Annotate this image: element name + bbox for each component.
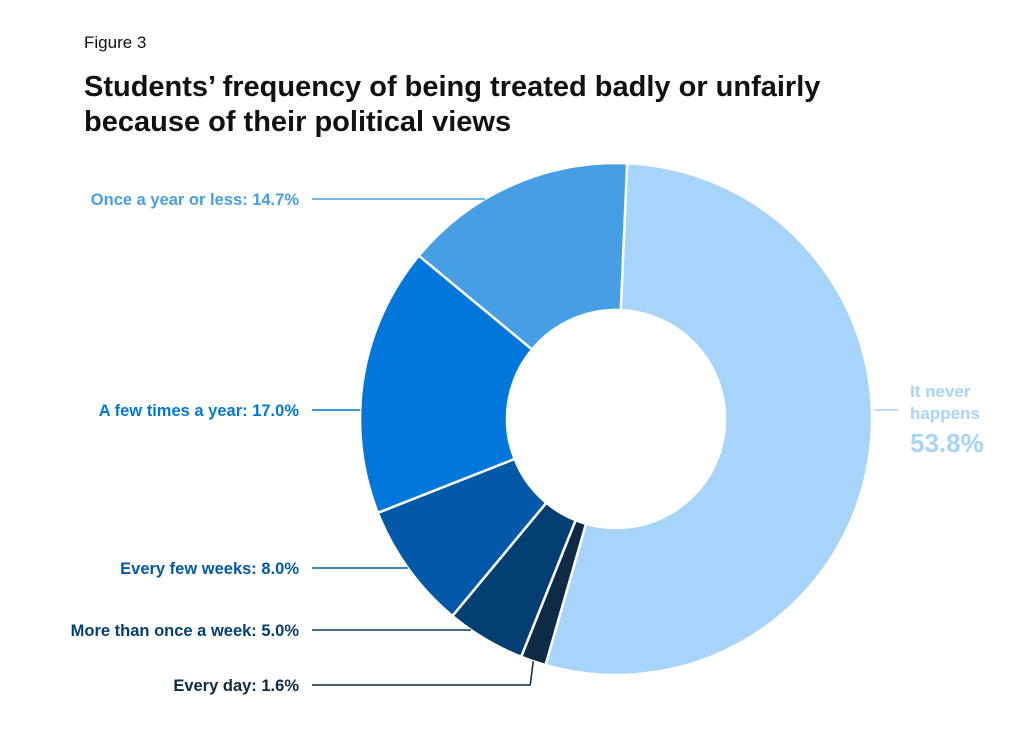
- label-a-few-times-a-year: A few times a year: 17.0%: [99, 402, 300, 420]
- leader-lines: [312, 198, 898, 686]
- label-more-than-once-a-week: More than once a week: 5.0%: [71, 622, 300, 640]
- leader-line-every-day: [312, 661, 534, 686]
- slice-once-a-year-or-less: [417, 161, 629, 352]
- label-happens: happens: [910, 404, 980, 423]
- slice-it-never-happens: [543, 161, 874, 677]
- figure-label: Figure 3: [84, 33, 147, 52]
- label-every-day: Every day: 1.6%: [173, 677, 299, 695]
- label-once-a-year-or-less: Once a year or less: 14.7%: [91, 191, 300, 209]
- slice-labels: Once a year or less: 14.7% A few times a …: [71, 191, 984, 695]
- chart-title: Students’ frequency of being treated bad…: [84, 71, 821, 138]
- slice-a-few-times-a-year: [358, 253, 534, 515]
- label-it-never: It never: [910, 382, 971, 401]
- donut-slices: [358, 161, 874, 677]
- label-every-few-weeks: Every few weeks: 8.0%: [120, 560, 299, 578]
- label-it-never-happens-value: 53.8%: [910, 428, 984, 458]
